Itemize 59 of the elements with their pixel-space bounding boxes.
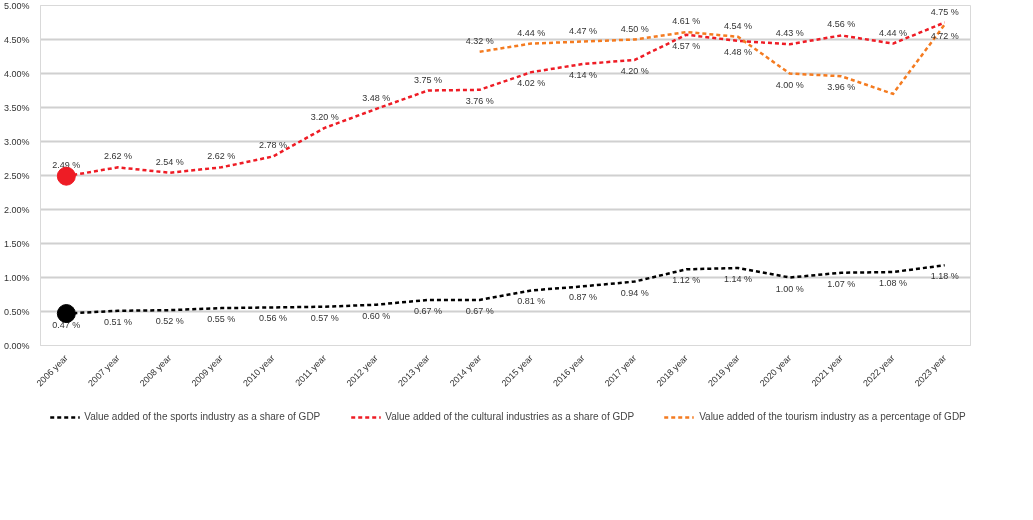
data-label: 4.14 % bbox=[568, 69, 598, 80]
data-label: 0.81 % bbox=[517, 296, 546, 307]
data-label: 4.57 % bbox=[672, 40, 701, 51]
data-label: 4.00 % bbox=[775, 79, 804, 90]
data-label: 4.48 % bbox=[723, 46, 753, 57]
data-label: 1.00 % bbox=[775, 283, 804, 294]
data-label: 3.96 % bbox=[827, 82, 856, 93]
data-label: 0.51 % bbox=[103, 316, 133, 327]
data-label: 1.18 % bbox=[930, 271, 959, 282]
data-label: 4.50 % bbox=[620, 23, 649, 34]
y-tick-label: 0.50% bbox=[3, 306, 30, 317]
legend-label: Value added of the tourism industry as a percentage of GDP bbox=[699, 411, 966, 422]
data-label: 2.54 % bbox=[155, 156, 184, 167]
data-label: 4.44 % bbox=[878, 27, 908, 38]
data-label: 1.08 % bbox=[878, 278, 908, 289]
data-label: 4.75 % bbox=[930, 6, 959, 17]
data-label: 0.52 % bbox=[155, 316, 184, 327]
y-tick-label: 0.00% bbox=[3, 340, 30, 351]
data-label: 0.47 % bbox=[52, 319, 81, 330]
y-tick-label: 3.00% bbox=[3, 136, 30, 147]
y-tick-label: 2.00% bbox=[3, 204, 30, 215]
data-label: 0.87 % bbox=[568, 292, 598, 303]
data-label: 4.47 % bbox=[568, 25, 598, 36]
data-label: 0.60 % bbox=[362, 310, 391, 321]
y-tick-label: 3.50% bbox=[3, 102, 30, 113]
data-label: 4.54 % bbox=[723, 20, 753, 31]
data-label: 4.61 % bbox=[672, 16, 701, 27]
legend-label: Value added of the sports industry as a share of GDP bbox=[84, 411, 321, 422]
data-label: 4.72 % bbox=[930, 30, 959, 41]
data-label: 0.94 % bbox=[620, 287, 649, 298]
data-label: 0.56 % bbox=[258, 313, 288, 324]
data-label: 1.07 % bbox=[827, 278, 856, 289]
data-label: 2.78 % bbox=[258, 140, 288, 151]
data-label: 2.49 % bbox=[52, 160, 81, 171]
data-label: 2.62 % bbox=[103, 151, 133, 162]
data-label: 0.67 % bbox=[465, 305, 494, 316]
legend-label: Value added of the cultural industries as a share of GDP bbox=[385, 411, 635, 422]
data-label: 1.14 % bbox=[723, 273, 753, 284]
data-label: 1.12 % bbox=[672, 275, 701, 286]
data-label: 4.20 % bbox=[620, 65, 649, 76]
y-tick-label: 1.00% bbox=[3, 272, 30, 283]
data-label: 4.32 % bbox=[465, 35, 494, 46]
data-label: 4.44 % bbox=[517, 27, 546, 38]
data-label: 4.43 % bbox=[775, 28, 804, 39]
data-label: 0.67 % bbox=[413, 305, 443, 316]
data-label: 4.02 % bbox=[517, 78, 546, 89]
data-label: 0.57 % bbox=[310, 312, 339, 323]
y-tick-label: 2.50% bbox=[3, 170, 30, 181]
data-label: 3.76 % bbox=[465, 95, 494, 106]
data-label: 0.55 % bbox=[207, 314, 236, 325]
data-label: 3.75 % bbox=[413, 74, 443, 85]
y-tick-label: 1.50% bbox=[3, 238, 30, 249]
data-label: 4.56 % bbox=[827, 19, 856, 30]
data-label: 3.20 % bbox=[310, 111, 339, 122]
y-tick-label: 4.00% bbox=[3, 68, 30, 79]
y-tick-label: 5.00% bbox=[3, 0, 30, 11]
data-label: 2.62 % bbox=[207, 151, 236, 162]
data-label: 3.48 % bbox=[362, 92, 391, 103]
y-tick-label: 4.50% bbox=[3, 34, 30, 45]
